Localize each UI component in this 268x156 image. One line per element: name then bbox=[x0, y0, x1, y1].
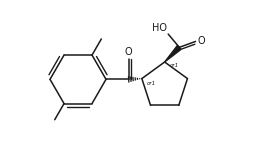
Text: O: O bbox=[198, 36, 205, 46]
Text: HO: HO bbox=[152, 23, 167, 33]
Text: or1: or1 bbox=[147, 81, 156, 86]
Text: O: O bbox=[125, 47, 132, 57]
Text: or1: or1 bbox=[169, 63, 178, 68]
Polygon shape bbox=[165, 45, 181, 62]
